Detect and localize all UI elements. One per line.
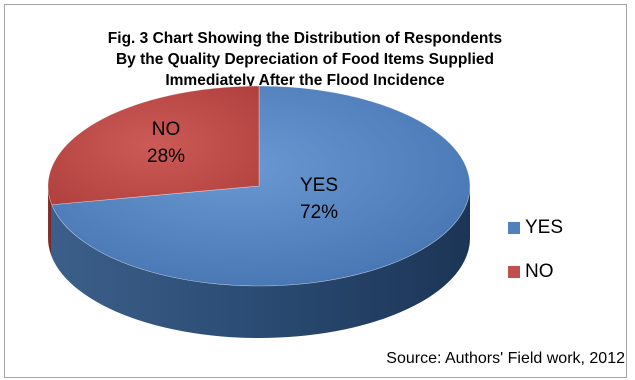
pie-slice-yes	[51, 85, 471, 287]
legend: YES NO	[508, 206, 563, 294]
legend-swatch-no	[508, 266, 520, 278]
chart-title-line-1: Fig. 3 Chart Showing the Distribution of…	[107, 30, 503, 47]
slice-label-yes-value: 72%	[300, 202, 339, 223]
slice-label-no-name: NO	[151, 119, 181, 140]
slice-label-no: NO 28%	[147, 116, 185, 170]
pie-side-no	[48, 186, 52, 257]
chart-title-line-3: Immediately After the Flood Incidence	[165, 72, 445, 89]
legend-label-yes: YES	[525, 217, 564, 238]
source-note: Source: Authors' Field work, 2012	[386, 350, 625, 367]
pie-side-yes	[51, 186, 470, 339]
slice-label-yes: YES 72%	[300, 172, 338, 226]
chart-title-line-2: By the Quality Depreciation of Food Item…	[115, 51, 495, 68]
slice-label-yes-name: YES	[300, 175, 339, 196]
legend-item-no: NO	[508, 250, 563, 294]
chart-title: Fig. 3 Chart Showing the Distribution of…	[0, 28, 610, 91]
legend-label-no: NO	[525, 261, 554, 282]
legend-swatch-yes	[508, 222, 520, 234]
pie-slice-no	[47, 85, 260, 206]
legend-item-yes: YES	[508, 206, 563, 250]
slice-label-no-value: 28%	[147, 146, 186, 167]
